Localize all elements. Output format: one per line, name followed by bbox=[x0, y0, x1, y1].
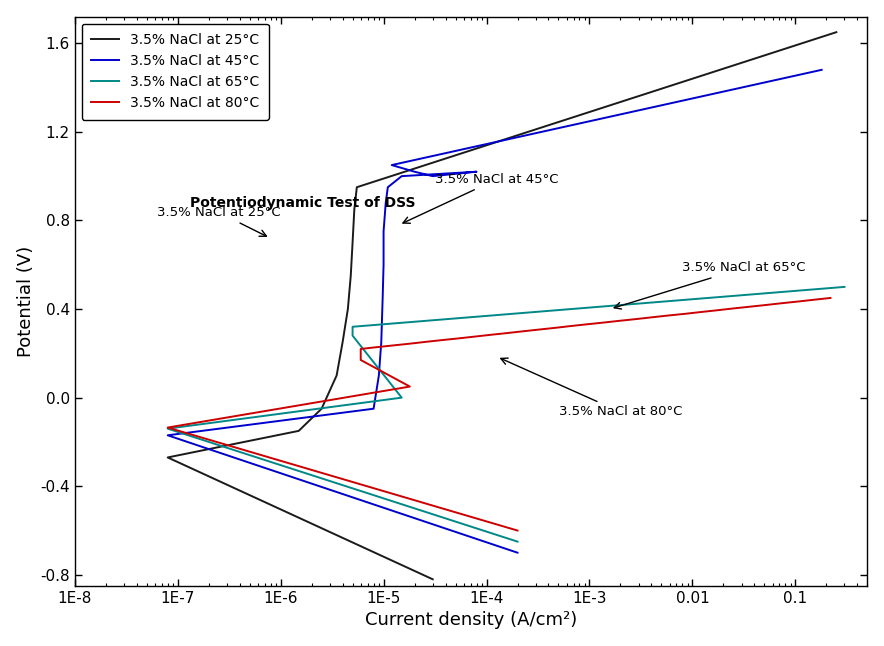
3.5% NaCl at 80°C bbox=[163, 424, 173, 432]
3.5% NaCl at 80°C bbox=[825, 294, 835, 302]
3.5% NaCl at 25°C bbox=[468, 146, 478, 154]
3.5% NaCl at 80°C bbox=[484, 331, 495, 339]
3.5% NaCl at 80°C bbox=[326, 472, 337, 480]
3.5% NaCl at 80°C bbox=[298, 464, 309, 472]
Text: 3.5% NaCl at 80°C: 3.5% NaCl at 80°C bbox=[500, 358, 682, 419]
3.5% NaCl at 45°C bbox=[771, 76, 781, 84]
3.5% NaCl at 45°C bbox=[348, 494, 359, 501]
Text: 3.5% NaCl at 65°C: 3.5% NaCl at 65°C bbox=[614, 262, 805, 309]
3.5% NaCl at 45°C bbox=[816, 66, 827, 74]
3.5% NaCl at 65°C bbox=[362, 489, 373, 497]
Line: 3.5% NaCl at 65°C: 3.5% NaCl at 65°C bbox=[168, 287, 844, 541]
3.5% NaCl at 25°C bbox=[256, 435, 267, 443]
3.5% NaCl at 25°C bbox=[411, 568, 422, 576]
3.5% NaCl at 65°C bbox=[434, 512, 445, 520]
X-axis label: Current density (A/cm²): Current density (A/cm²) bbox=[365, 611, 577, 629]
3.5% NaCl at 25°C bbox=[168, 456, 179, 464]
3.5% NaCl at 45°C bbox=[362, 499, 373, 506]
3.5% NaCl at 80°C bbox=[259, 407, 270, 415]
3.5% NaCl at 25°C bbox=[293, 513, 303, 521]
3.5% NaCl at 45°C bbox=[434, 523, 445, 530]
3.5% NaCl at 45°C bbox=[499, 136, 510, 144]
3.5% NaCl at 65°C bbox=[788, 287, 798, 295]
Line: 3.5% NaCl at 80°C: 3.5% NaCl at 80°C bbox=[168, 298, 830, 530]
3.5% NaCl at 45°C bbox=[512, 549, 522, 557]
3.5% NaCl at 65°C bbox=[761, 289, 772, 297]
Y-axis label: Potential (V): Potential (V) bbox=[17, 245, 34, 357]
3.5% NaCl at 25°C bbox=[831, 28, 842, 36]
Text: 3.5% NaCl at 25°C: 3.5% NaCl at 25°C bbox=[157, 206, 281, 236]
3.5% NaCl at 65°C bbox=[839, 283, 850, 291]
Legend: 3.5% NaCl at 25°C, 3.5% NaCl at 45°C, 3.5% NaCl at 65°C, 3.5% NaCl at 80°C: 3.5% NaCl at 25°C, 3.5% NaCl at 45°C, 3.… bbox=[81, 24, 270, 120]
3.5% NaCl at 65°C bbox=[476, 313, 487, 320]
Text: 3.5% NaCl at 45°C: 3.5% NaCl at 45°C bbox=[403, 172, 559, 224]
Line: 3.5% NaCl at 45°C: 3.5% NaCl at 45°C bbox=[168, 70, 821, 553]
Line: 3.5% NaCl at 25°C: 3.5% NaCl at 25°C bbox=[168, 32, 836, 579]
3.5% NaCl at 80°C bbox=[348, 478, 359, 486]
3.5% NaCl at 25°C bbox=[390, 558, 400, 566]
3.5% NaCl at 65°C bbox=[348, 484, 359, 492]
Text: Potentiodynamic Test of DSS: Potentiodynamic Test of DSS bbox=[190, 196, 415, 210]
3.5% NaCl at 65°C bbox=[512, 537, 522, 545]
3.5% NaCl at 25°C bbox=[427, 576, 438, 583]
3.5% NaCl at 45°C bbox=[749, 81, 759, 89]
3.5% NaCl at 80°C bbox=[512, 526, 522, 534]
